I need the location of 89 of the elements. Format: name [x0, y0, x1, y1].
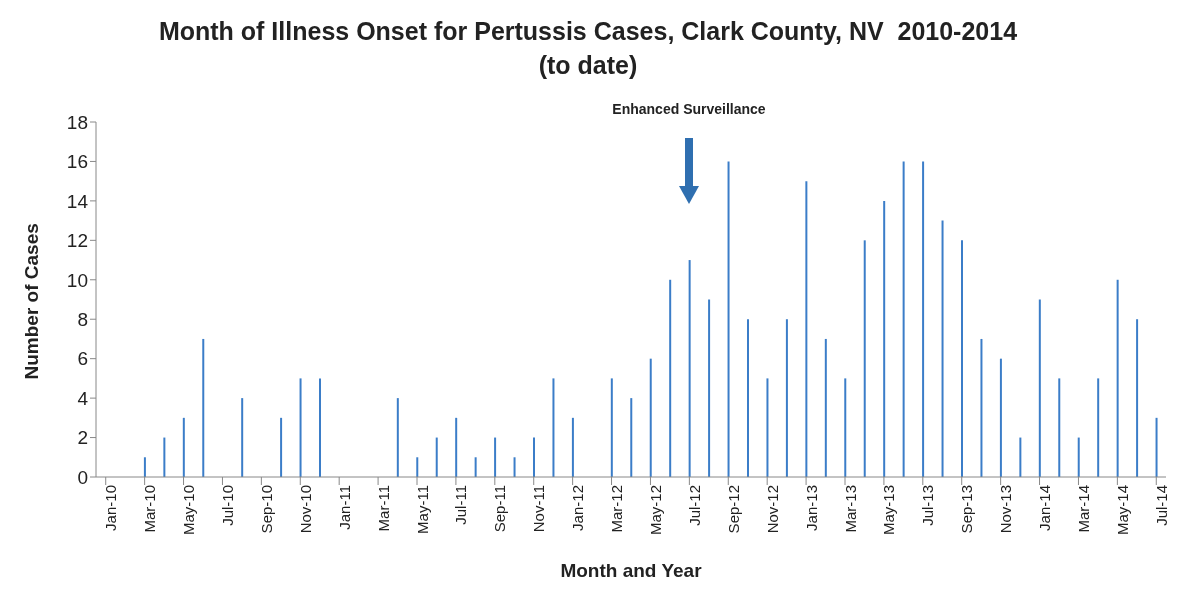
x-tick-label: Nov-11	[530, 485, 548, 533]
bar	[922, 161, 925, 477]
bar	[1116, 279, 1119, 477]
y-tick-label: 0	[77, 466, 88, 488]
y-tick-label: 6	[77, 348, 88, 370]
y-tick-label: 12	[66, 230, 88, 252]
bar	[961, 240, 963, 477]
x-tick-label: Sep-10	[257, 485, 275, 534]
bar	[863, 240, 866, 477]
bar	[785, 319, 788, 477]
x-tick-label: Jul-12	[685, 485, 703, 526]
y-tick-label: 14	[66, 190, 89, 212]
x-tick-label: Nov-13	[997, 485, 1015, 534]
bar	[1155, 417, 1158, 477]
x-tick-label: Jul-10	[218, 485, 236, 526]
x-tick-label: May-14	[1113, 485, 1131, 536]
bar	[474, 457, 477, 477]
x-tick-label: Nov-12	[763, 485, 781, 534]
x-tick-label: Sep-12	[724, 485, 742, 534]
x-tick-label: Jan-13	[802, 485, 820, 531]
x-tick-label: Jan-12	[569, 485, 587, 531]
bar	[163, 437, 166, 477]
bar	[805, 181, 808, 477]
bar	[416, 457, 419, 477]
y-tick-label: 8	[77, 308, 88, 330]
x-tick-label: Jul-14	[1152, 485, 1170, 526]
x-tick-label: Jan-14	[1036, 485, 1054, 531]
x-tick-label: Mar-10	[141, 485, 159, 533]
bar	[494, 437, 497, 477]
bar	[727, 161, 730, 477]
x-tick-label: Jul-11	[452, 485, 470, 525]
y-tick-label: 16	[66, 151, 88, 173]
bar	[688, 260, 691, 477]
x-tick-label: Jan-11	[335, 485, 353, 530]
bar	[902, 161, 905, 477]
x-tick-label: May-13	[880, 485, 898, 536]
text: Enhanced Surveillance	[612, 101, 766, 117]
x-tick-label: Jul-13	[919, 485, 937, 526]
bar	[1058, 378, 1061, 477]
bar	[513, 457, 516, 477]
bar	[143, 457, 146, 477]
bar	[571, 417, 574, 477]
x-tick-label: May-10	[180, 485, 198, 536]
bar	[999, 358, 1002, 477]
bar	[1019, 437, 1022, 477]
x-tick-label: Nov-10	[296, 485, 314, 534]
bar	[202, 338, 205, 477]
x-tick-label: Jan-10	[102, 485, 120, 531]
x-tick-label: Sep-13	[958, 485, 976, 534]
y-tick-label: 4	[77, 387, 89, 409]
bar	[241, 398, 244, 477]
bar	[455, 417, 458, 477]
bar	[299, 378, 302, 477]
bar	[435, 437, 438, 477]
x-tick-label: May-11	[413, 485, 431, 534]
x-tick-label: Mar-14	[1074, 485, 1092, 533]
x-axis-title: Month and Year	[560, 560, 703, 581]
bar	[1077, 437, 1080, 477]
bar	[1136, 319, 1139, 477]
x-tick-label: Mar-13	[841, 485, 859, 533]
x-tick-label: Mar-11	[374, 485, 392, 532]
bar	[396, 398, 399, 477]
y-axis-title: Number of Cases	[20, 223, 42, 380]
x-tick-label: Sep-11	[491, 485, 509, 533]
bar	[941, 220, 944, 477]
bar	[533, 437, 535, 477]
bar	[280, 417, 283, 477]
bar	[980, 338, 983, 477]
bar	[552, 378, 555, 477]
x-tick-label: May-12	[646, 485, 664, 536]
bar	[630, 398, 633, 477]
bar	[669, 279, 672, 477]
bar	[319, 378, 321, 477]
chart-title: Month of Illness Onset for Pertussis Cases, Clark County, NV 2010-2014 (to date)	[157, 16, 1019, 81]
bar	[610, 378, 613, 477]
bar	[1038, 299, 1041, 477]
bar	[649, 358, 652, 477]
bar	[883, 200, 886, 477]
y-tick-label: 18	[66, 111, 88, 133]
y-tick-label: 10	[66, 269, 88, 291]
bar	[747, 319, 749, 477]
bar	[844, 378, 847, 477]
x-tick-label: Mar-12	[608, 485, 626, 533]
bar	[1097, 378, 1100, 477]
y-tick-label: 2	[77, 427, 88, 449]
bar	[708, 299, 711, 477]
bar	[766, 378, 769, 477]
bar	[182, 417, 185, 477]
bar	[824, 338, 827, 477]
